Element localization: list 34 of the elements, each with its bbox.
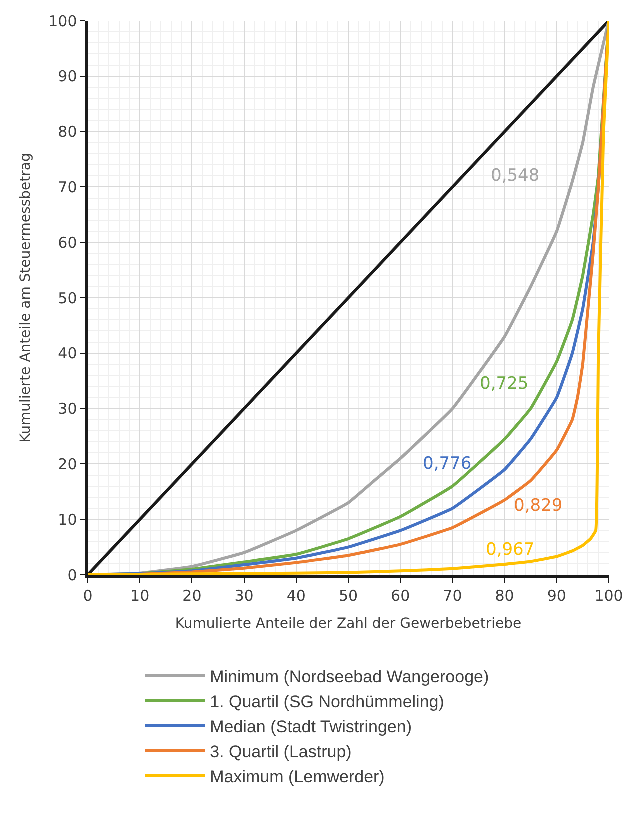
y-tick-label: 40	[58, 344, 78, 363]
legend-label: Minimum (Nordseebad Wangerooge)	[210, 667, 490, 686]
annotation: 0,829	[514, 496, 563, 516]
annotation: 0,725	[480, 374, 529, 394]
y-tick-label: 90	[58, 68, 78, 86]
y-tick-label: 70	[58, 178, 78, 196]
y-tick-label: 20	[58, 455, 78, 474]
y-axis-title: Kumulierte Anteile am Steuermessbetrag	[18, 153, 34, 443]
x-tick-label: 90	[547, 586, 566, 605]
x-tick-label: 60	[391, 586, 410, 605]
annotation: 0,776	[423, 454, 472, 474]
y-tick-label: 100	[48, 12, 78, 30]
x-tick-label: 80	[495, 586, 514, 605]
y-tick-label: 30	[58, 400, 78, 418]
annotation: 0,548	[491, 166, 540, 186]
x-tick-label: 30	[234, 586, 254, 605]
x-tick-label: 10	[130, 586, 150, 605]
x-axis-title: Kumulierte Anteile der Zahl der Gewerbebetriebe	[175, 616, 522, 632]
x-tick-label: 100	[594, 586, 624, 605]
y-tick-label: 60	[58, 234, 78, 252]
x-tick-label: 50	[338, 586, 358, 605]
x-tick-label: 40	[286, 586, 306, 605]
y-tick-label: 0	[68, 566, 78, 584]
y-tick-label: 80	[58, 123, 78, 142]
x-tick-label: 0	[83, 586, 93, 605]
legend-label: 1. Quartil (SG Nordhümmeling)	[210, 692, 444, 712]
y-tick-label: 50	[58, 289, 78, 308]
annotation: 0,967	[486, 540, 535, 560]
y-tick-label: 10	[58, 510, 78, 529]
legend-label: Median (Stadt Twistringen)	[210, 717, 412, 736]
x-tick-label: 70	[443, 586, 462, 605]
x-tick-label: 20	[182, 586, 202, 605]
legend-label: Maximum (Lemwerder)	[210, 768, 385, 787]
legend-label: 3. Quartil (Lastrup)	[210, 742, 352, 762]
